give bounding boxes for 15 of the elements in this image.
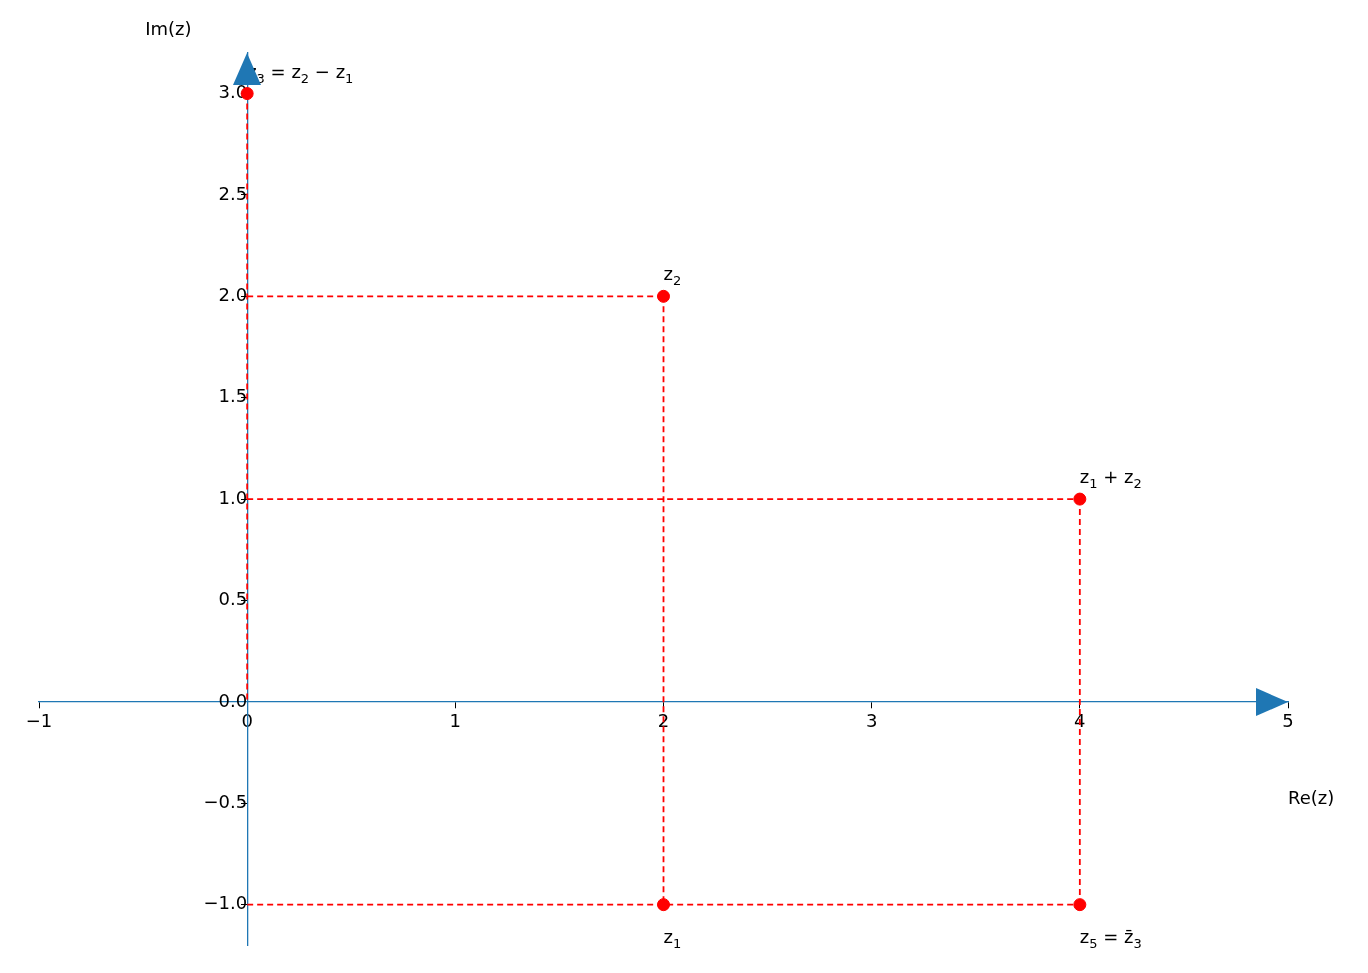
x-tick-label: 2	[657, 710, 670, 732]
y-tick-label: 1.0	[218, 486, 248, 508]
y-tick-label: 2.0	[218, 284, 248, 305]
x-axis-title: Re(z)	[1288, 786, 1335, 808]
y-tick-label: 2.5	[218, 182, 248, 204]
x-tick-label: 4	[1074, 710, 1086, 732]
x-tick-label: 3	[865, 710, 878, 732]
y-tick-label: 1.5	[218, 385, 248, 407]
y-tick-label: −0.5	[203, 790, 248, 812]
x-tick-label: −1	[25, 710, 53, 732]
y-tick-label: −1.0	[203, 892, 248, 914]
y-axis-title: Im(z)	[145, 18, 192, 39]
x-tick-label: 5	[1282, 710, 1294, 732]
x-tick-label: 1	[449, 710, 462, 732]
y-tick-label: 0.5	[218, 588, 248, 610]
